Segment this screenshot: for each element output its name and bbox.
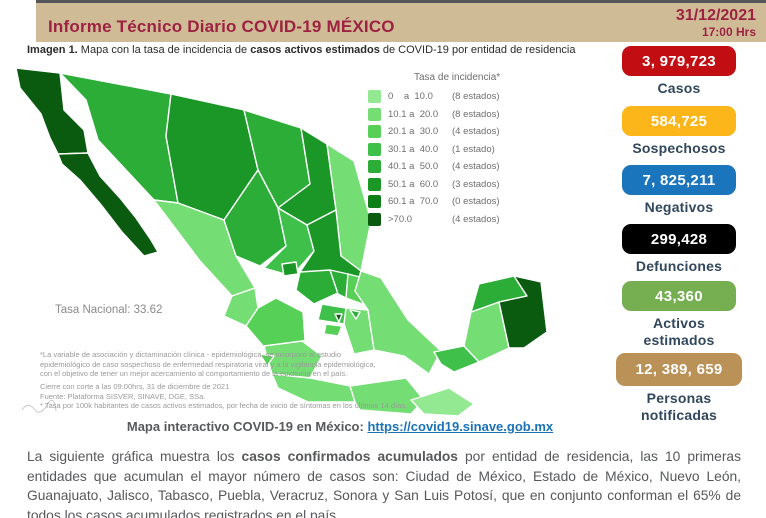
state-guanajuato [295, 269, 341, 305]
legend-range: 30.1 a 40.0 [388, 143, 439, 155]
stat-pill-negativos: 7, 825,211 [622, 165, 736, 195]
map-link[interactable]: https://covid19.sinave.gob.mx [367, 419, 554, 434]
legend-count: (8 estados) [452, 91, 500, 102]
legend-range: >70.0 [388, 213, 413, 225]
incidence-legend: Tasa de incidencia* 0 a 10.0 (8 estados)… [368, 72, 558, 230]
stat-pill-activos: 43,360 [622, 281, 736, 311]
legend-count: (4 estados) [452, 213, 500, 225]
legend-row: 10.1 a 20.0 (8 estados) [368, 107, 558, 121]
legend-row: 20.1 a 30.0 (4 estados) [368, 125, 558, 138]
state-aguascalientes [281, 261, 299, 277]
legend-swatch-icon [368, 177, 381, 191]
stats-column: 3, 979,723 Casos 584,725 Sospechosos 7, … [616, 44, 742, 424]
legend-range: 0 a 10.0 [388, 91, 433, 102]
map-footnote-source: Cierre con corte a las 09:00hrs, 31 de d… [40, 382, 408, 410]
stat-pill-defunciones: 299,428 [622, 224, 736, 254]
legend-title: Tasa de incidencia* [414, 72, 501, 83]
stat-label-activos: Activos estimados [643, 315, 715, 348]
legend-swatch-icon [368, 107, 381, 121]
map-link-label: Mapa interactivo COVID-19 en México: [126, 419, 368, 434]
state-morelos [323, 323, 343, 337]
legend-row: 0 a 10.0 (8 estados) [368, 90, 558, 103]
header-band: Informe Técnico Diario COVID-19 MÉXICO 3… [36, 3, 766, 42]
state-puebla [343, 307, 375, 355]
legend-range: 40.1 a 50.0 [388, 161, 439, 172]
legend-count: (1 estado) [452, 143, 495, 155]
stat-label-notificadas: Personas notificadas [640, 390, 718, 423]
legend-swatch-icon [368, 160, 381, 173]
legend-row: 40.1 a 50.0 (4 estados) [368, 160, 558, 173]
subtitle-figure-label: Imagen 1. [27, 44, 78, 56]
stat-label-defunciones: Defunciones [635, 258, 723, 274]
state-tabasco [433, 345, 480, 373]
legend-row: 50.1 a 60.0 (3 estados) [368, 177, 558, 191]
state-baja-california-sur [57, 152, 159, 257]
state-quintana-roo [498, 275, 548, 349]
legend-swatch-icon [368, 195, 381, 208]
legend-count: (0 estados) [452, 196, 500, 207]
stat-label-negativos: Negativos [644, 199, 714, 215]
state-michoacan [263, 340, 323, 379]
legend-row: 30.1 a 40.0 (1 estado) [368, 142, 558, 156]
subtitle: Imagen 1. Mapa con la tasa de incidencia… [27, 44, 576, 56]
report-date: 31/12/2021 [675, 7, 756, 24]
stat-pill-casos: 3, 979,723 [622, 46, 736, 76]
legend-range: 10.1 a 20.0 [388, 108, 439, 120]
legend-swatch-icon [368, 142, 381, 156]
national-rate: Tasa Nacional: 33.62 [55, 304, 163, 316]
legend-range: 60.1 a 70.0 [388, 196, 439, 207]
state-oaxaca [349, 377, 425, 415]
mexico-choropleth-map [15, 67, 548, 417]
legend-count: (4 estados) [452, 126, 500, 137]
state-chiapas [410, 387, 475, 417]
legend-row: >70.0 (4 estados) [368, 212, 558, 226]
map-link-row: Mapa interactivo COVID-19 en México: htt… [60, 419, 620, 434]
state-colima [259, 353, 275, 367]
legend-swatch-icon [368, 212, 381, 226]
coast-doodle [21, 399, 57, 413]
legend-swatch-icon [368, 125, 381, 138]
stat-label-casos: Casos [657, 80, 701, 96]
legend-range: 50.1 a 60.0 [388, 178, 439, 190]
stat-label-sospechosos: Sospechosos [632, 140, 726, 156]
legend-row: 60.1 a 70.0 (0 estados) [368, 195, 558, 208]
state-tlaxcala [349, 309, 361, 320]
stat-pill-notificadas: 12, 389, 659 [616, 353, 742, 386]
legend-count: (3 estados) [452, 178, 500, 190]
top-bar [36, 0, 766, 3]
bottom-paragraph: La siguiente gráfica muestra los casos c… [27, 449, 741, 518]
legend-count: (8 estados) [452, 108, 500, 120]
state-veracruz [354, 270, 442, 375]
map-footnote-variable: *La variable de asociación y dictaminaci… [40, 350, 376, 378]
report-time: 17:00 Hrs [701, 25, 756, 39]
map-panel: Tasa de incidencia* 0 a 10.0 (8 estados)… [8, 58, 610, 420]
legend-range: 20.1 a 30.0 [388, 126, 439, 137]
date-block: 31/12/2021 17:00 Hrs [676, 6, 756, 39]
report-title: Informe Técnico Diario COVID-19 MÉXICO [48, 17, 395, 36]
state-cdmx [334, 313, 343, 323]
stat-pill-sospechosos: 584,725 [622, 106, 736, 136]
legend-count: (4 estados) [452, 161, 500, 172]
legend-swatch-icon [368, 90, 381, 103]
